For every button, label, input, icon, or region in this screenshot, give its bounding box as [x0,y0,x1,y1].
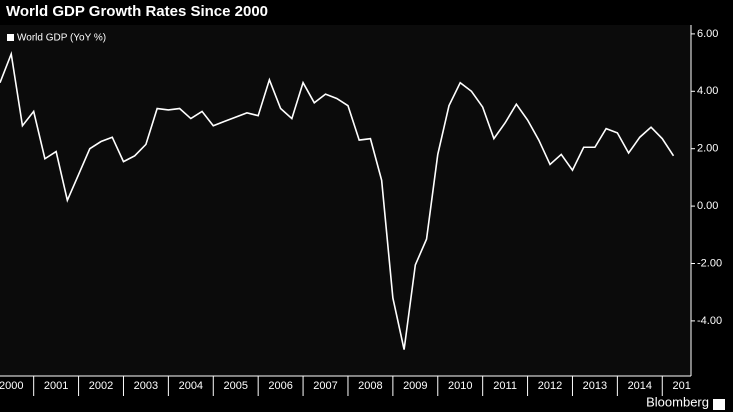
y-tick-label: 6.00 [697,28,718,40]
x-tick-label: 2004 [179,380,203,392]
x-tick-label: 2007 [313,380,337,392]
y-tick-label: -4.00 [697,315,722,327]
legend-label: World GDP (YoY %) [17,33,106,44]
logo-icon [713,399,725,410]
y-tick-label: 2.00 [697,143,718,155]
x-tick-label: 2012 [538,380,562,392]
x-tick-label: 2009 [403,380,427,392]
x-tick-label: 2005 [223,380,247,392]
series-line [0,50,675,350]
chart-title: World GDP Growth Rates Since 2000 [6,3,268,20]
source: Bloomberg [646,394,709,409]
plot-area [0,25,691,376]
x-tick-label: 2001 [44,380,68,392]
x-tick-label: 2000 [0,380,23,392]
x-tick-label: 2008 [358,380,382,392]
legend-swatch [7,34,14,41]
x-labels: 2000 2001 2002 2003 2004 2005 2006 2007 2008 2009… [0,380,696,392]
x-tick-label: 2015 [672,380,696,392]
x-tick-label: 2013 [583,380,607,392]
y-tick-label: -2.00 [697,257,722,269]
x-tick-label: 2006 [268,380,292,392]
x-tick-label: 2011 [493,380,517,392]
y-tick-label: 0.00 [697,200,718,212]
y-tick-label: 4.00 [697,85,718,97]
x-tick-label: 2002 [89,380,113,392]
x-tick-label: 2003 [134,380,158,392]
x-tick-label: 2014 [628,380,652,392]
x-tick-label: 2010 [448,380,472,392]
